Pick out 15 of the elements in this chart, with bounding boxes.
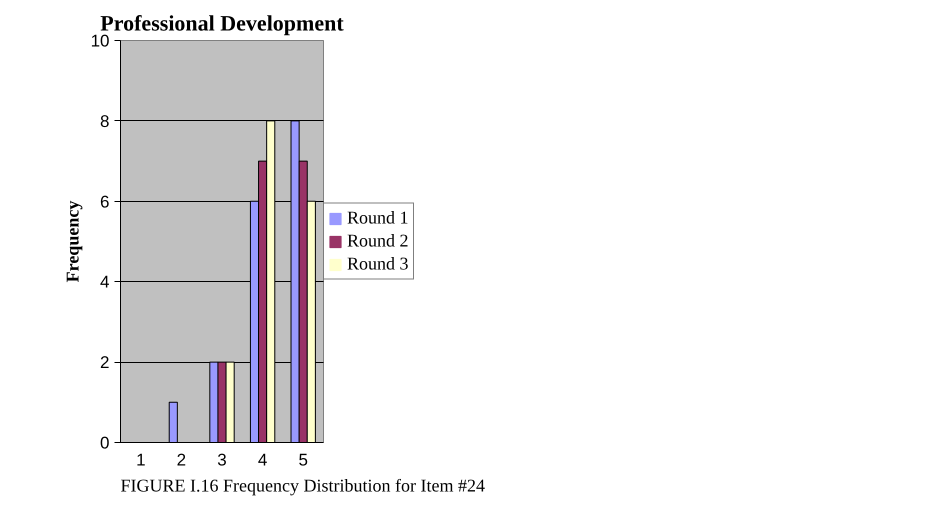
x-tick-label: 5: [298, 450, 308, 470]
legend-label: Round 3: [347, 254, 409, 274]
y-tick-label: 6: [100, 192, 110, 212]
y-tick-label: 4: [100, 272, 110, 292]
legend-label: Round 2: [347, 230, 409, 252]
y-axis-title: Frequency: [62, 200, 83, 282]
text: FIGURE I.16 Frequency Distribution for Item #24: [120, 476, 485, 496]
legend-label: Round 1: [347, 208, 409, 228]
y-tick-label: 8: [100, 112, 110, 131]
y-tick-label: 2: [100, 353, 110, 372]
x-tick-label: 2: [176, 450, 186, 470]
x-tick-label: 1: [136, 450, 146, 470]
y-tick-label: 0: [100, 434, 110, 452]
x-tick-label: 3: [217, 450, 227, 470]
x-tick-label: 4: [258, 450, 268, 470]
